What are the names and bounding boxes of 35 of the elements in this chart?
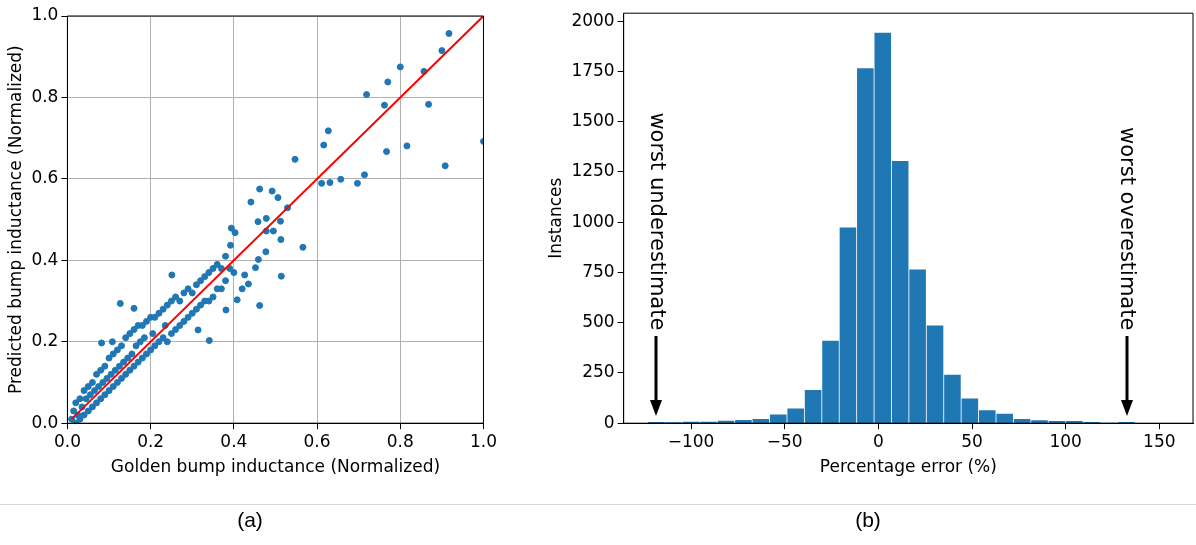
y-tick-label: 0.0 [31, 411, 59, 432]
x-tick-label: 0.0 [53, 430, 81, 451]
y-tick-label: 1.0 [31, 4, 59, 25]
x-tick-label: 100 [1049, 430, 1082, 451]
x-axis-title: Percentage error (%) [819, 456, 997, 477]
x-tick-label: 1.0 [469, 430, 498, 451]
y-axis-title: Instances [544, 177, 565, 259]
text: (a) [236, 508, 264, 532]
y-tick-label: 2000 [571, 9, 615, 30]
x-tick-label: −100 [667, 430, 715, 451]
x-tick-label: 0.2 [137, 430, 165, 451]
y-tick-label: 750 [582, 260, 615, 281]
y-tick-label: 0.4 [31, 248, 59, 269]
y-tick-label: 1750 [571, 59, 615, 80]
annotation: worst overestimate [1116, 127, 1141, 331]
x-tick-label: 0.6 [303, 430, 331, 451]
x-tick-label: 50 [961, 430, 983, 451]
y-tick-label: 250 [582, 361, 615, 382]
x-tick-label: 150 [1143, 430, 1176, 451]
text: (b) [854, 508, 882, 532]
x-tick-label: −50 [766, 430, 803, 451]
y-tick-label: 0.2 [31, 330, 59, 351]
y-tick-label: 0.8 [31, 85, 59, 106]
y-tick-label: 1250 [571, 160, 615, 181]
y-tick-label: 0.6 [31, 167, 59, 188]
y-tick-label: 500 [582, 311, 615, 332]
y-tick-label: 1000 [571, 210, 615, 231]
y-axis-title: Predicted bump inductance (Normalized) [4, 45, 25, 394]
x-tick-label: 0.4 [220, 430, 248, 451]
y-tick-label: 0 [603, 411, 615, 432]
x-tick-label: 0 [872, 430, 884, 451]
x-axis-title: Golden bump inductance (Normalized) [110, 456, 441, 477]
annotation: worst underestimate [645, 112, 670, 331]
y-tick-label: 1500 [571, 110, 615, 131]
x-tick-label: 0.8 [386, 430, 414, 451]
